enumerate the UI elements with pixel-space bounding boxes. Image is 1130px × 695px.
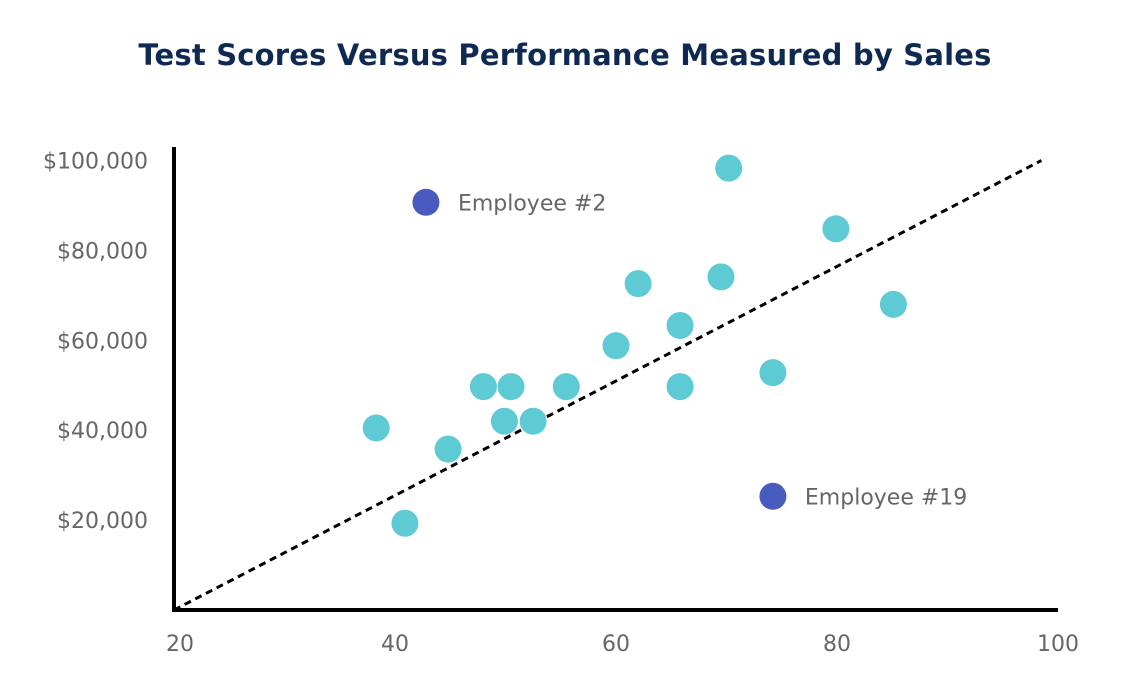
y-tick-label: $40,000: [57, 419, 148, 444]
data-point: [715, 154, 743, 182]
y-tick-label: $80,000: [57, 239, 148, 264]
highlighted-point: [759, 482, 787, 510]
y-tick-label: $100,000: [43, 149, 148, 174]
axis-layer: [172, 147, 1058, 612]
point-annotation: Employee #2: [458, 191, 606, 216]
data-point: [879, 290, 907, 318]
x-tick-label: 20: [166, 632, 194, 657]
data-point: [666, 311, 694, 339]
x-tick-label: 80: [823, 632, 851, 657]
y-tick-label: $60,000: [57, 329, 148, 354]
data-point: [469, 373, 497, 401]
trend-layer: [173, 159, 1043, 612]
tick-labels: 20 40 60 80 100 $20,000 $40,000 $60,000 $80,000 $…: [43, 149, 1079, 657]
data-point: [490, 407, 518, 435]
chart-title: Test Scores Versus Performance Measured …: [138, 38, 992, 72]
data-point: [666, 373, 694, 401]
data-points: [362, 154, 907, 537]
trend-line: [173, 159, 1043, 612]
x-tick-label: 40: [381, 632, 409, 657]
data-point: [362, 414, 390, 442]
data-point: [391, 509, 419, 537]
data-point: [759, 359, 787, 387]
data-point: [602, 332, 630, 360]
data-point: [707, 263, 735, 291]
data-point: [497, 373, 525, 401]
data-point: [822, 215, 850, 243]
point-annotation: Employee #19: [805, 485, 967, 510]
data-point: [552, 373, 580, 401]
x-tick-label: 100: [1037, 632, 1079, 657]
data-point: [519, 407, 547, 435]
highlighted-point: [412, 188, 440, 216]
data-point: [434, 435, 462, 463]
annotations: Employee #2 Employee #19: [458, 191, 967, 510]
y-tick-label: $20,000: [57, 509, 148, 534]
x-tick-label: 60: [602, 632, 630, 657]
data-point: [624, 270, 652, 298]
